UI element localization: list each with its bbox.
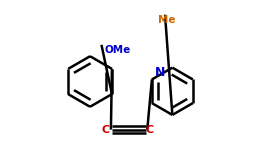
Text: C: C — [146, 125, 154, 135]
Text: Me: Me — [158, 15, 176, 25]
Text: OMe: OMe — [105, 45, 131, 55]
Text: C: C — [102, 125, 109, 135]
Text: N: N — [155, 66, 165, 79]
